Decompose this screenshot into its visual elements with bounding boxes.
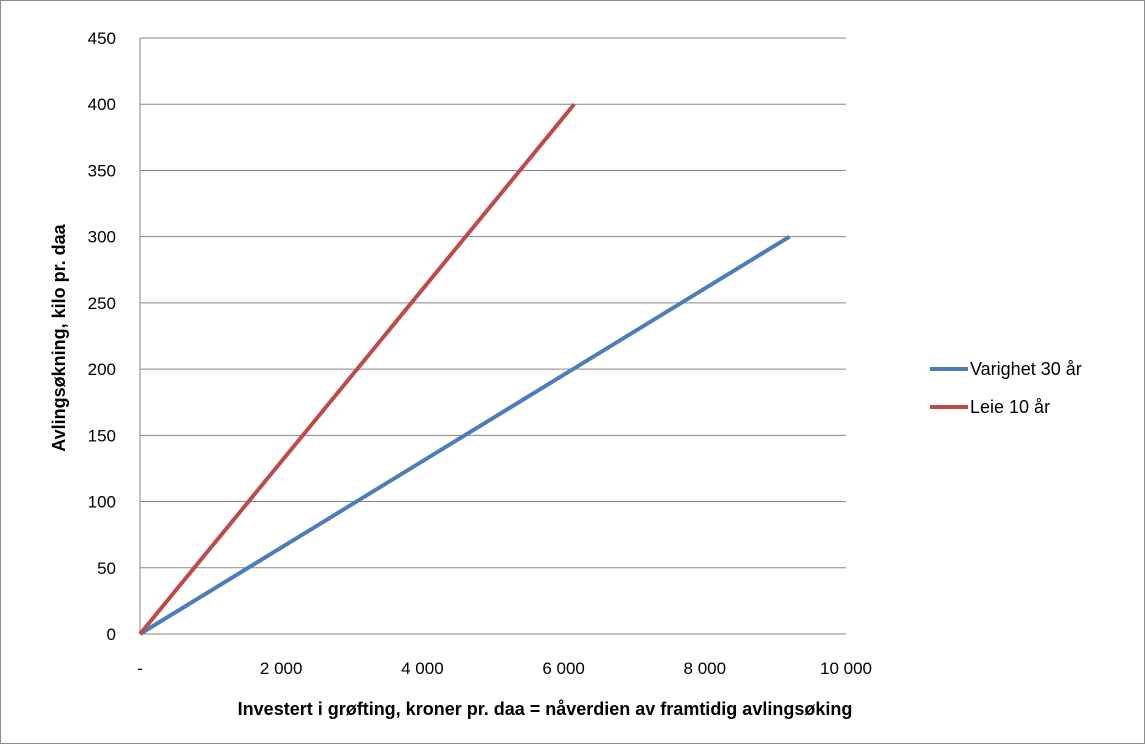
y-tick-label: 50: [97, 559, 116, 578]
gridlines: [140, 37, 846, 569]
y-tick-label: 0: [107, 625, 116, 644]
y-tick-label: 200: [88, 360, 116, 379]
series-lines: [138, 102, 791, 636]
x-axis-title: Investert i grøfting, kroner pr. daa = n…: [238, 699, 853, 719]
x-tick-label: 4 000: [401, 659, 444, 678]
x-tick-label: 10 000: [820, 659, 872, 678]
x-tick-label: 2 000: [260, 659, 303, 678]
y-tick-label: 350: [88, 161, 116, 180]
y-tick-label: 150: [88, 426, 116, 445]
legend: Varighet 30 år Leie 10 år: [930, 359, 1082, 417]
legend-label: Leie 10 år: [970, 397, 1050, 417]
series-line-2: [138, 102, 576, 636]
y-tick-label: 100: [88, 493, 116, 512]
y-tick-labels: 0 50 100 150 200 250 300 350 400 450: [88, 29, 116, 644]
y-tick-label: 450: [88, 29, 116, 48]
axes: [139, 38, 846, 635]
x-tick-label: 8 000: [684, 659, 727, 678]
x-tick-label: 6 000: [542, 659, 585, 678]
series-line-1: [138, 234, 791, 636]
y-axis-title: Avlingsøkning, kilo pr. daa: [49, 223, 69, 451]
x-tick-labels: - 2 000 4 000 6 000 8 000 10 000: [137, 659, 872, 678]
y-tick-label: 400: [88, 95, 116, 114]
y-tick-label: 250: [88, 294, 116, 313]
y-tick-label: 300: [88, 228, 116, 247]
x-tick-label: -: [137, 659, 143, 678]
legend-label: Varighet 30 år: [970, 359, 1082, 379]
